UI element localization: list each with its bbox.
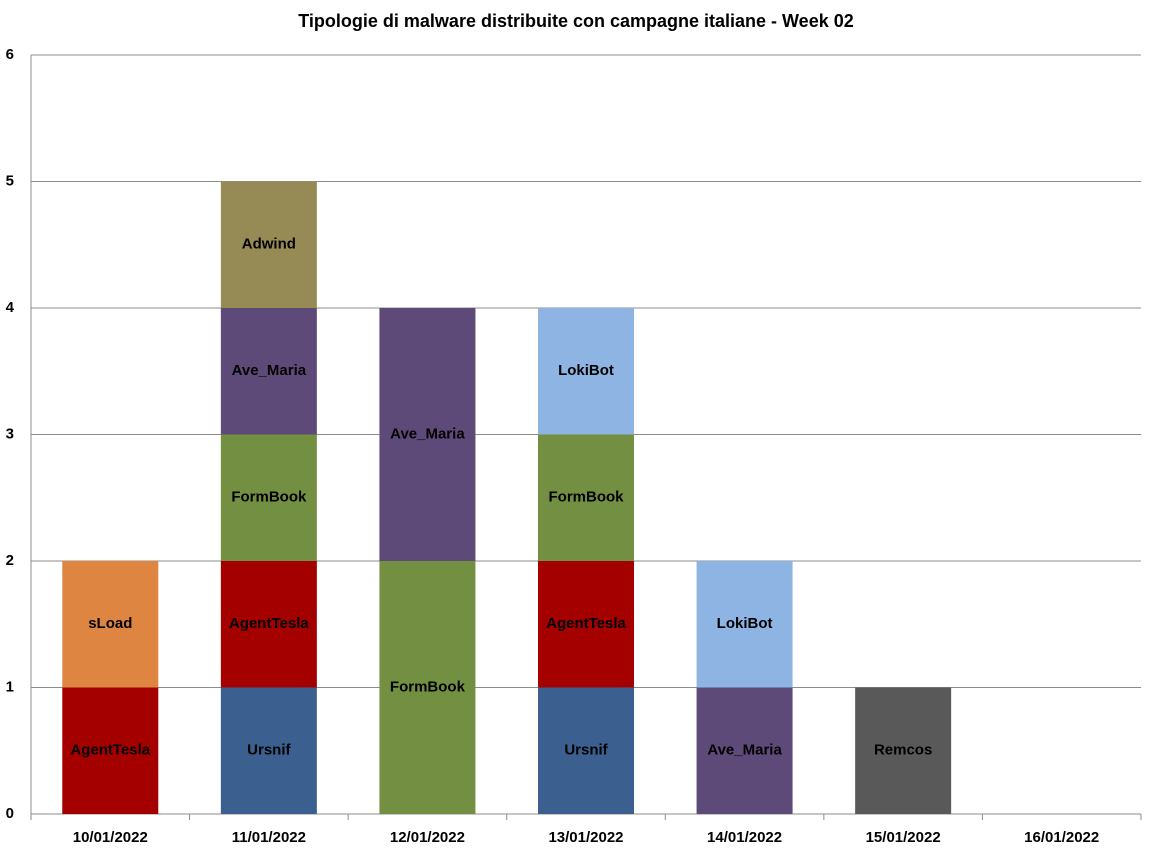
segment-label: Ave_Maria <box>232 362 307 379</box>
bar-segment <box>220 181 317 308</box>
y-tick-label: 1 <box>6 678 14 695</box>
bar-segment <box>379 561 476 814</box>
segment-label: AgentTesla <box>229 615 309 632</box>
segment-label: sLoad <box>88 615 132 632</box>
y-tick-label: 0 <box>6 805 14 822</box>
segment-label: Ave_Maria <box>390 425 465 442</box>
segment-label: LokiBot <box>558 362 614 379</box>
bar-segment <box>538 687 634 814</box>
x-tick-label: 15/01/2022 <box>866 829 941 846</box>
segment-label: FormBook <box>231 489 307 506</box>
y-tick-label: 4 <box>6 299 15 316</box>
x-tick-label: 16/01/2022 <box>1024 829 1099 846</box>
y-tick-label: 3 <box>6 425 14 442</box>
x-tick-label: 13/01/2022 <box>548 829 623 846</box>
segment-label: FormBook <box>549 489 625 506</box>
segment-label: Adwind <box>242 236 296 253</box>
segment-label: AgentTesla <box>546 615 626 632</box>
segment-label: Remcos <box>874 742 932 759</box>
x-tick-label: 14/01/2022 <box>707 829 782 846</box>
y-tick-label: 2 <box>6 552 14 569</box>
bar-segment <box>220 687 317 814</box>
x-tick-label: 12/01/2022 <box>390 829 465 846</box>
y-tick-label: 6 <box>6 46 14 63</box>
bar-segment <box>62 561 159 688</box>
segment-label: FormBook <box>390 678 466 695</box>
segment-label: Ursnif <box>247 742 291 759</box>
segment-label: Ave_Maria <box>707 742 782 759</box>
bar-segment <box>538 434 634 561</box>
bar-segment <box>538 561 634 688</box>
x-tick-label: 11/01/2022 <box>232 829 306 846</box>
segment-label: AgentTesla <box>70 742 150 759</box>
x-tick-label: 10/01/2022 <box>73 829 148 846</box>
segment-label: Ursnif <box>564 742 608 759</box>
y-tick-label: 5 <box>6 172 14 189</box>
chart-title: Tipologie di malware distribuite con cam… <box>298 11 854 31</box>
bar-segment <box>220 561 317 688</box>
bar-segment <box>696 687 793 814</box>
bar-segment <box>538 308 634 435</box>
bar-segment <box>62 687 159 814</box>
bar-segment <box>696 561 793 688</box>
bar-segment <box>379 308 476 561</box>
bar-segment <box>220 308 317 435</box>
segment-label: LokiBot <box>717 615 773 632</box>
bar-segment <box>220 434 317 561</box>
bar-segment <box>855 687 952 814</box>
